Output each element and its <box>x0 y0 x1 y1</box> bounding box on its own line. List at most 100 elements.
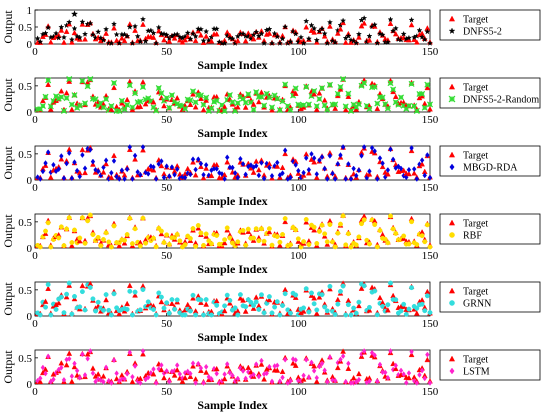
prediction-point <box>66 215 72 221</box>
prediction-point <box>67 355 72 362</box>
target-point <box>411 170 418 176</box>
prediction-point <box>164 232 170 238</box>
prediction-point <box>111 291 117 297</box>
x-axis-label: Sample Index <box>197 398 267 412</box>
prediction-point <box>51 376 56 383</box>
prediction-point <box>211 365 217 372</box>
prediction-point <box>58 24 65 30</box>
subplot-6: 0 50 100 150 0 0.5 Sample Index Output TargetLST… <box>1 348 541 412</box>
target-point <box>63 293 70 300</box>
legend-label: Target <box>463 151 488 162</box>
prediction-point <box>327 354 333 361</box>
prediction-point <box>124 33 131 39</box>
target-point <box>61 39 67 45</box>
prediction-point <box>277 239 283 245</box>
prediction-point <box>222 303 228 309</box>
prediction-point <box>240 227 246 233</box>
prediction-point <box>272 304 278 310</box>
prediction-point <box>192 99 199 106</box>
prediction-point <box>140 287 146 293</box>
prediction-point <box>405 102 412 109</box>
prediction-point <box>316 228 322 234</box>
prediction-point <box>326 81 333 88</box>
prediction-point <box>47 103 54 110</box>
target-point <box>140 21 146 27</box>
prediction-point <box>326 19 333 25</box>
prediction-point <box>124 306 130 312</box>
prediction-point <box>79 289 85 295</box>
prediction-point <box>267 363 272 370</box>
prediction-point <box>82 30 89 37</box>
target-point <box>224 159 231 165</box>
target-point <box>242 104 249 110</box>
target-point <box>100 169 107 175</box>
legend-label: Target <box>463 15 488 26</box>
prediction-point <box>208 105 215 112</box>
prediction-point <box>346 161 351 167</box>
target-point <box>208 172 215 178</box>
prediction-point <box>256 306 262 312</box>
prediction-point <box>324 308 330 314</box>
target-point <box>169 300 175 306</box>
prediction-point <box>387 80 394 87</box>
target-point <box>203 301 210 307</box>
prediction-point <box>335 301 341 307</box>
target-point <box>69 106 75 112</box>
target-point <box>150 34 157 40</box>
prediction-point <box>251 371 256 378</box>
target-point <box>203 369 210 375</box>
prediction-point <box>137 38 144 45</box>
prediction-point <box>139 83 146 91</box>
prediction-point <box>190 292 196 298</box>
target-point <box>332 105 339 111</box>
prediction-point <box>97 34 104 41</box>
prediction-point <box>108 40 115 46</box>
prediction-point <box>290 158 296 165</box>
target-point <box>408 21 415 28</box>
legend-label: GRNN <box>463 299 491 310</box>
prediction-point <box>159 362 164 369</box>
target-point <box>119 100 125 106</box>
prediction-point <box>277 312 283 318</box>
target-point <box>187 101 194 107</box>
legend-label: RBF <box>463 231 482 242</box>
prediction-point <box>114 370 119 377</box>
prediction-point <box>200 37 207 44</box>
prediction-point <box>61 310 67 316</box>
target-point <box>419 297 425 303</box>
prediction-point <box>70 10 79 18</box>
prediction-point <box>354 172 359 179</box>
target-point <box>121 37 128 44</box>
prediction-point <box>193 166 198 173</box>
prediction-point <box>198 160 204 167</box>
prediction-point <box>300 40 307 46</box>
prediction-point <box>419 90 426 97</box>
prediction-point <box>372 288 378 294</box>
prediction-point <box>177 238 183 244</box>
prediction-point <box>366 105 373 112</box>
prediction-point <box>103 26 110 32</box>
prediction-point <box>106 239 112 245</box>
prediction-point <box>219 171 225 177</box>
prediction-point <box>375 378 380 385</box>
prediction-point <box>259 357 264 364</box>
prediction-point <box>72 159 77 166</box>
prediction-point <box>159 158 164 165</box>
prediction-point <box>227 298 233 303</box>
prediction-point <box>424 28 431 35</box>
target-point <box>274 367 281 373</box>
target-point <box>213 31 220 37</box>
prediction-point <box>60 107 67 114</box>
prediction-point <box>338 356 343 363</box>
prediction-point <box>343 176 348 182</box>
target-point <box>174 94 181 101</box>
prediction-point <box>282 81 289 88</box>
prediction-point <box>374 244 380 250</box>
prediction-point <box>224 225 230 231</box>
prediction-point <box>311 224 317 230</box>
prediction-point <box>56 235 62 241</box>
prediction-point <box>180 375 185 382</box>
target-point <box>63 89 70 96</box>
prediction-point <box>79 215 85 221</box>
prediction-point <box>108 103 115 110</box>
